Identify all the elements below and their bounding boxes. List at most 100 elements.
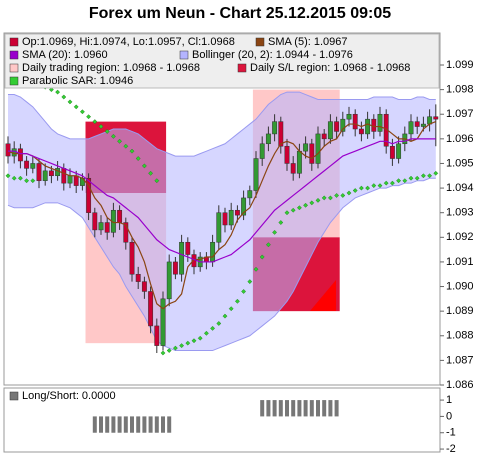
- sar-dot: [365, 185, 371, 191]
- sar-dot: [234, 298, 240, 304]
- candle-body: [365, 118, 371, 135]
- candle-body: [129, 241, 135, 275]
- bar: [148, 416, 153, 433]
- bollinger-band: [8, 92, 436, 351]
- sar-dot: [79, 109, 85, 115]
- sar-dot: [408, 175, 414, 181]
- sar-dot: [166, 348, 172, 353]
- bar: [272, 400, 277, 417]
- bar: [167, 416, 172, 433]
- sar-dot: [389, 180, 395, 186]
- bar: [285, 400, 289, 417]
- y-tick-label: 1.095: [446, 157, 474, 169]
- candle-body: [185, 241, 191, 255]
- sar-dot: [334, 193, 340, 198]
- candle-body: [117, 209, 123, 223]
- bar: [291, 400, 296, 417]
- candle-body: [321, 133, 327, 140]
- sar-dot: [259, 254, 265, 260]
- sar-dot: [92, 119, 98, 125]
- candle-body: [172, 261, 178, 275]
- candle-body: [303, 143, 309, 152]
- y-tick-label: 1.091: [446, 256, 474, 268]
- sar-dot: [402, 178, 408, 184]
- sar-dot: [352, 188, 358, 193]
- legend-swatch: [9, 37, 19, 47]
- chart-title: Forex um Neun - Chart 25.12.2015 09:05: [89, 5, 391, 22]
- y-tick-label: -1: [446, 427, 456, 439]
- sar-dot: [420, 173, 426, 179]
- candle-body: [179, 241, 185, 275]
- bar: [328, 400, 333, 417]
- bar: [154, 416, 159, 433]
- sar-dot: [228, 306, 234, 312]
- candle-body: [272, 121, 278, 135]
- bollinger-line: [7, 177, 436, 352]
- candle-body: [414, 121, 420, 127]
- bar: [316, 400, 320, 417]
- sar-dot: [179, 343, 185, 349]
- sar-dot: [117, 138, 123, 144]
- bar: [309, 400, 314, 417]
- bar: [123, 416, 128, 433]
- sar-dot: [396, 178, 402, 184]
- y-tick-label: 1.099: [446, 59, 474, 71]
- sar-dot: [172, 345, 178, 351]
- sar-dot: [55, 89, 61, 95]
- candle-body: [154, 325, 160, 346]
- y-tick-label: 1.090: [446, 280, 474, 292]
- y-tick-label: 1.098: [446, 84, 474, 96]
- sar-dot: [17, 175, 23, 181]
- sar-dot: [278, 220, 284, 225]
- candle-body: [98, 222, 104, 231]
- candle-body: [216, 212, 222, 243]
- candle-body: [48, 170, 54, 177]
- sar-dot: [222, 313, 228, 319]
- sar-dot: [315, 197, 321, 203]
- sar-dot: [98, 124, 104, 129]
- candle-body: [253, 158, 259, 191]
- indicator-line: [7, 121, 437, 310]
- sar-dot: [86, 114, 92, 120]
- sar-dot: [141, 163, 147, 169]
- bar: [334, 400, 339, 417]
- bar: [260, 400, 265, 417]
- sar-dot: [346, 190, 352, 196]
- y-tick-label: 1.097: [446, 108, 474, 120]
- candle-body: [265, 133, 271, 145]
- candle-body: [73, 175, 79, 186]
- bar: [105, 416, 110, 433]
- indicator-line: [8, 138, 436, 263]
- candle-body: [259, 143, 265, 159]
- bar: [130, 416, 134, 433]
- sar-dot: [247, 279, 253, 285]
- sar-dot: [427, 173, 433, 179]
- candle-body: [24, 160, 30, 169]
- y-tick-label: 1.086: [446, 379, 474, 391]
- bar: [322, 400, 327, 417]
- candle-body: [278, 121, 284, 147]
- sar-dot: [371, 183, 377, 189]
- candle-body: [290, 163, 296, 174]
- legend-label: Op:1.0969, Hi:1.0974, Lo:1.0957, Cl:1.09…: [22, 36, 235, 48]
- sar-dot: [309, 200, 315, 206]
- legend-box: [4, 33, 440, 89]
- candle-body: [377, 113, 383, 132]
- legend-label: Bollinger (20, 2): 1.0944 - 1.0976: [192, 49, 353, 61]
- sar-dot: [123, 143, 129, 149]
- sl-hit: [310, 280, 336, 311]
- sar-dot: [67, 99, 73, 105]
- legend-label: Parabolic SAR: 1.0946: [22, 75, 133, 87]
- bar: [266, 400, 271, 417]
- bar: [142, 416, 147, 433]
- panel-label: Long/Short: 0.0000: [22, 390, 116, 402]
- sar-dot: [303, 202, 309, 208]
- candle-body: [160, 298, 166, 346]
- sar-dot: [110, 133, 116, 139]
- candle-body: [315, 133, 321, 164]
- sar-dot: [290, 207, 296, 213]
- legend-label: SMA (5): 1.0967: [268, 36, 348, 48]
- sar-dot: [129, 148, 135, 154]
